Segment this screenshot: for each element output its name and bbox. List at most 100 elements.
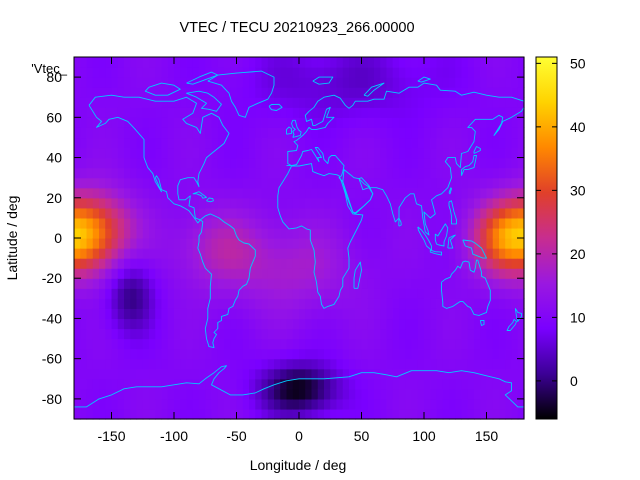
heatmap-cell — [361, 207, 369, 219]
heatmap-cell — [230, 137, 238, 149]
heatmap-cell — [286, 107, 294, 118]
heatmap-cell — [105, 167, 113, 179]
heatmap-cell — [180, 117, 188, 128]
heatmap-cell — [355, 77, 363, 88]
heatmap-cell — [92, 227, 100, 239]
heatmap-cell — [392, 288, 400, 299]
heatmap-cell — [399, 67, 406, 78]
heatmap-cell — [80, 57, 88, 68]
coast-greenland — [207, 70, 275, 118]
heatmap-cell — [261, 177, 269, 189]
heatmap-cell — [492, 378, 500, 390]
heatmap-cell — [236, 197, 244, 209]
heatmap-cell — [180, 147, 188, 159]
heatmap-cell — [455, 107, 463, 118]
heatmap-cell — [286, 368, 294, 380]
heatmap-cell — [417, 258, 425, 269]
heatmap-cell — [342, 67, 350, 78]
heatmap-cell — [461, 318, 469, 330]
heatmap-cell — [217, 97, 225, 108]
heatmap-cell — [349, 177, 356, 189]
heatmap-cell — [355, 408, 363, 420]
heatmap-cell — [274, 398, 281, 410]
coast-severnaya — [417, 76, 431, 83]
heatmap-cell — [124, 217, 131, 229]
heatmap-cell — [374, 147, 381, 159]
heatmap-cell — [217, 308, 225, 320]
heatmap-cell — [411, 217, 419, 229]
heatmap-cell — [149, 408, 156, 420]
heatmap-cell — [99, 408, 106, 420]
heatmap-cell — [142, 197, 150, 209]
heatmap-cell — [280, 167, 288, 179]
y-tick-label: -40 — [42, 310, 62, 326]
heatmap-cell — [305, 107, 313, 118]
heatmap-cell — [442, 368, 450, 380]
heatmap-cell — [242, 207, 250, 219]
coast-north-america — [88, 94, 230, 224]
heatmap-cell — [74, 137, 81, 149]
heatmap-cell — [517, 388, 525, 400]
heatmap-cell — [167, 358, 175, 370]
heatmap-cell — [236, 77, 244, 88]
heatmap-cell — [517, 378, 525, 390]
heatmap-cell — [274, 87, 281, 98]
heatmap-cell — [305, 278, 313, 289]
heatmap-cell — [324, 238, 331, 249]
heatmap-cell — [105, 107, 113, 118]
heatmap-cell — [149, 268, 156, 279]
heatmap-cell — [130, 408, 138, 420]
heatmap-cell — [511, 157, 519, 169]
heatmap-cell — [155, 348, 163, 360]
heatmap-cell — [249, 348, 256, 360]
heatmap-cell — [292, 67, 300, 78]
heatmap-cell — [130, 87, 138, 98]
heatmap-cell — [286, 147, 294, 159]
heatmap-cell — [324, 187, 331, 199]
heatmap-cell — [224, 348, 231, 360]
colorbar-tick-label: 10 — [570, 309, 586, 325]
heatmap-cell — [180, 227, 188, 239]
heatmap-cell — [224, 227, 231, 239]
heatmap-cell — [267, 207, 275, 219]
heatmap-cell — [186, 137, 194, 149]
heatmap-cell — [355, 358, 363, 370]
heatmap-cell — [205, 368, 213, 380]
heatmap-cell — [230, 388, 238, 400]
heatmap-cell — [205, 167, 213, 179]
heatmap-cell — [461, 248, 469, 259]
heatmap-cell — [411, 298, 419, 309]
heatmap-cell — [236, 338, 244, 350]
heatmap-cell — [155, 217, 163, 229]
heatmap-cell — [261, 227, 269, 239]
heatmap-cell — [374, 157, 381, 169]
heatmap-cell — [180, 358, 188, 370]
heatmap-cell — [467, 238, 475, 249]
heatmap-cell — [505, 217, 513, 229]
heatmap-cell — [280, 117, 288, 128]
heatmap-cell — [330, 167, 338, 179]
heatmap-cell — [486, 238, 494, 249]
heatmap-cell — [192, 318, 200, 330]
heatmap-cell — [111, 67, 119, 78]
heatmap-cell — [174, 217, 181, 229]
heatmap-cell — [192, 107, 200, 118]
heatmap-cell — [405, 278, 413, 289]
heatmap-cell — [117, 398, 125, 410]
heatmap-cell — [324, 227, 331, 239]
heatmap-cell — [149, 288, 156, 299]
heatmap-cell — [211, 348, 219, 360]
heatmap-cell — [242, 328, 250, 340]
heatmap-cell — [205, 207, 213, 219]
heatmap-cell — [505, 87, 513, 98]
heatmap-cell — [199, 398, 206, 410]
heatmap-cell — [355, 57, 363, 68]
heatmap-cell — [436, 278, 444, 289]
heatmap-cell — [242, 248, 250, 259]
heatmap-cell — [280, 157, 288, 169]
heatmap-cell — [261, 388, 269, 400]
heatmap-cell — [511, 217, 519, 229]
heatmap-cell — [174, 167, 181, 179]
heatmap-cell — [311, 388, 319, 400]
heatmap-cell — [374, 87, 381, 98]
